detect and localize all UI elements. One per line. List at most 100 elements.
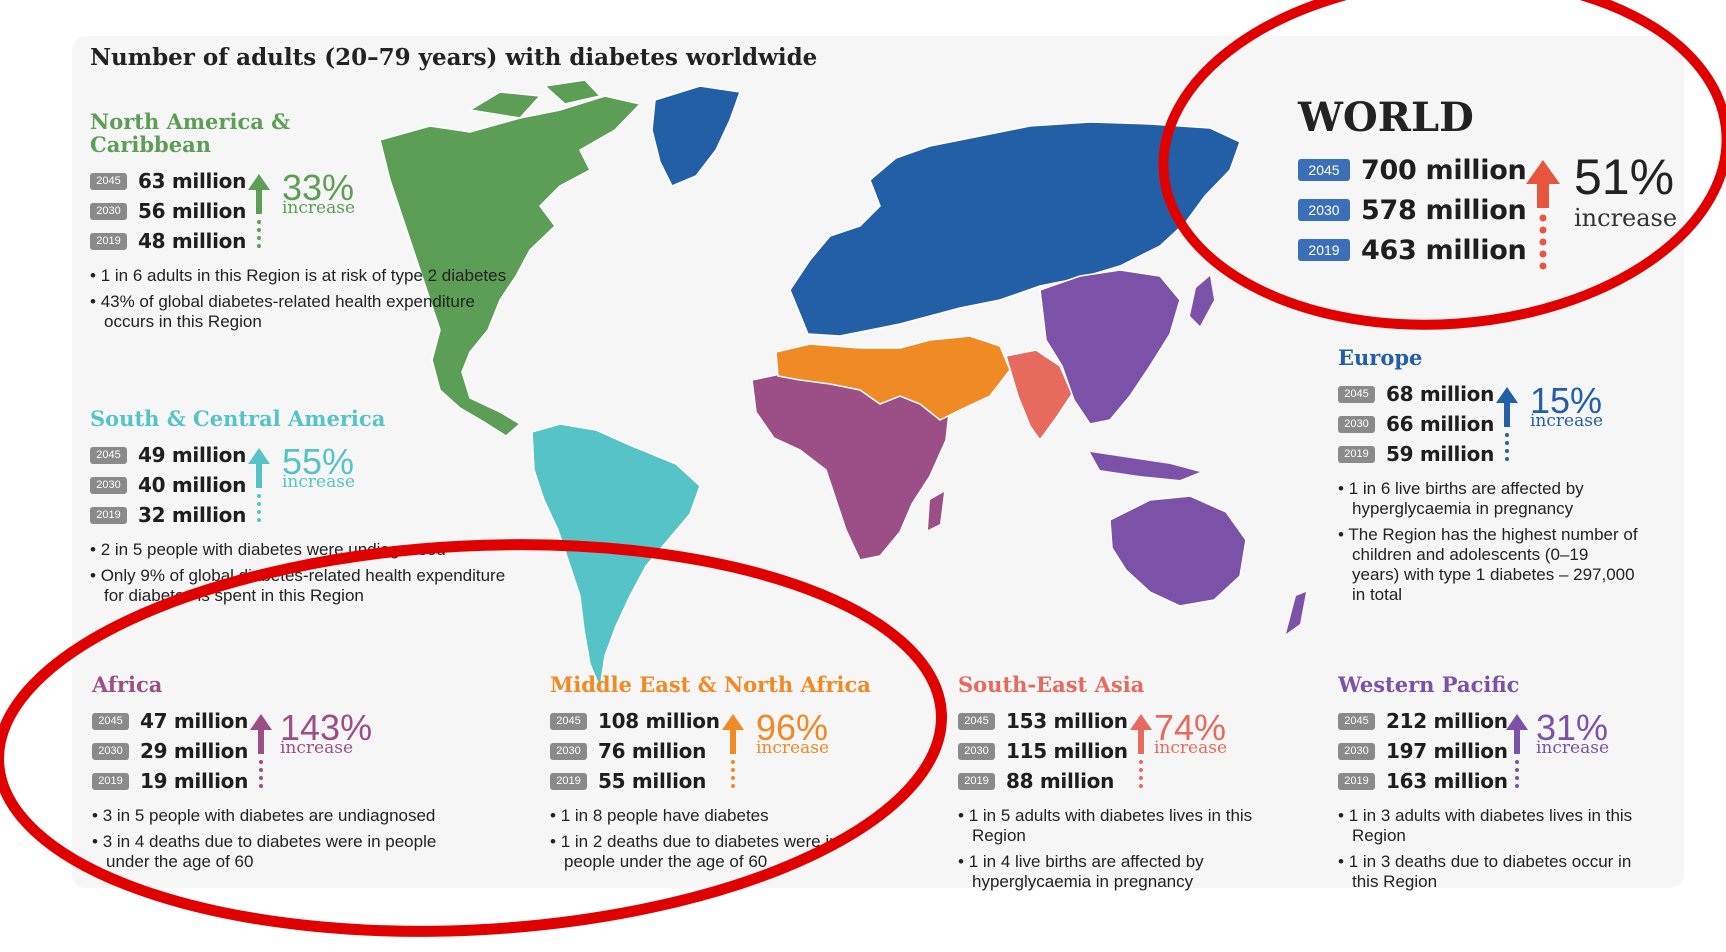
- year-badge: 2030: [92, 742, 129, 760]
- increase-arrow-icon: [248, 448, 270, 522]
- value-2019: 19 million: [140, 769, 249, 793]
- region-notes: 1 in 6 adults in this Region is at risk …: [90, 266, 510, 332]
- row-2045: 2045 153 million: [958, 706, 1288, 736]
- row-2030: 2030 66 million: [1338, 409, 1638, 439]
- year-badge: 2030: [1338, 742, 1375, 760]
- world-percent: 51%: [1574, 149, 1675, 205]
- region-notes: 1 in 3 adults with diabetes lives in thi…: [1338, 806, 1638, 892]
- map-indonesia: [1090, 452, 1200, 480]
- region-notes: 1 in 6 live births are affected by hyper…: [1338, 479, 1638, 605]
- value-2045: 49 million: [138, 443, 247, 467]
- world-summary: WORLD 2045 700 million 2030 578 million 20…: [1298, 96, 1698, 270]
- row-2019: 2019 19 million: [92, 766, 492, 796]
- row-2045: 2045 68 million: [1338, 379, 1638, 409]
- value-2030: 197 million: [1386, 739, 1508, 763]
- percent: 15%: [1530, 380, 1603, 421]
- value-2045: 63 million: [138, 169, 247, 193]
- value-2019: 48 million: [138, 229, 247, 253]
- region-name: North America & Caribbean: [90, 109, 291, 157]
- region-notes: 3 in 5 people with diabetes are undiagno…: [92, 806, 482, 872]
- row-2030: 2030 56 million: [90, 196, 530, 226]
- increase-label: increase: [1536, 738, 1610, 758]
- row-2030: 2030 115 million: [958, 736, 1288, 766]
- world-values: 2045 700 million 2030 578 million 2019 463 …: [1298, 150, 1698, 270]
- map-western-pacific: [1039, 269, 1181, 425]
- map-japan: [1190, 276, 1214, 326]
- region-notes: 1 in 8 people have diabetes 1 in 2 death…: [550, 806, 880, 872]
- value-2045: 212 million: [1386, 709, 1508, 733]
- year-badge: 2030: [958, 742, 995, 760]
- value-2019: 32 million: [138, 503, 247, 527]
- note: 1 in 2 deaths due to diabetes were in pe…: [550, 832, 880, 872]
- region-values: 2045 47 million 2030 29 million 2019 19 mil…: [92, 706, 492, 796]
- increase-arrow-icon: [1130, 714, 1152, 788]
- value-2019: 59 million: [1386, 442, 1495, 466]
- page-title: Number of adults (20–79 years) with diab…: [90, 44, 818, 71]
- world-row-2019: 2019 463 million: [1298, 230, 1698, 270]
- row-2045: 2045 63 million: [90, 166, 530, 196]
- year-badge: 2019: [550, 772, 587, 790]
- year-badge: 2045: [1298, 159, 1350, 181]
- note: 2 in 5 people with diabetes were undiagn…: [90, 540, 510, 560]
- value-2030: 40 million: [138, 473, 247, 497]
- world-increase-label: increase: [1574, 204, 1678, 232]
- region-europe: Europe 2045 68 million 2030 66 million 201…: [1338, 346, 1638, 611]
- world-value-2045: 700 million: [1361, 154, 1527, 186]
- year-badge: 2019: [1338, 445, 1375, 463]
- increase-label: increase: [1530, 411, 1604, 431]
- region-notes: 2 in 5 people with diabetes were undiagn…: [90, 540, 510, 606]
- year-badge: 2045: [92, 712, 129, 730]
- region-middle-east-north-africa: Middle East & North Africa 2045 108 milli…: [550, 673, 910, 878]
- value-2030: 66 million: [1386, 412, 1495, 436]
- region-north-america: North America & Caribbean 2045 63 million…: [90, 110, 530, 338]
- map-middle-east: [775, 335, 1011, 421]
- year-badge: 2045: [958, 712, 995, 730]
- world-value-2019: 463 million: [1361, 234, 1527, 266]
- region-name: South & Central America: [90, 406, 386, 431]
- increase-label: increase: [282, 198, 356, 218]
- row-2019: 2019 163 million: [1338, 766, 1668, 796]
- note: 3 in 4 deaths due to diabetes were in pe…: [92, 832, 482, 872]
- year-badge: 2030: [1298, 199, 1350, 221]
- world-title: WORLD: [1298, 94, 1474, 141]
- region-values: 2045 153 million 2030 115 million 2019 88 m…: [958, 706, 1288, 796]
- region-values: 2045 212 million 2030 197 million 2019 163 …: [1338, 706, 1668, 796]
- note: 1 in 5 adults with diabetes lives in thi…: [958, 806, 1268, 846]
- region-notes: 1 in 5 adults with diabetes lives in thi…: [958, 806, 1268, 892]
- percent: 74%: [1154, 707, 1227, 748]
- percent: 33%: [282, 167, 355, 208]
- map-south-america: [531, 423, 701, 691]
- value-2030: 76 million: [598, 739, 707, 763]
- year-badge: 2045: [1338, 385, 1375, 403]
- map-madagascar: [928, 492, 944, 530]
- region-values: 2045 49 million 2030 40 million 2019 32 mil…: [90, 440, 530, 530]
- year-badge: 2030: [90, 476, 127, 494]
- note: 1 in 6 adults in this Region is at risk …: [90, 266, 510, 286]
- row-2030: 2030 40 million: [90, 470, 530, 500]
- row-2019: 2019 59 million: [1338, 439, 1638, 469]
- note: 1 in 4 live births are affected by hyper…: [958, 852, 1268, 892]
- increase-label: increase: [756, 738, 830, 758]
- region-values: 2045 68 million 2030 66 million 2019 59 mil…: [1338, 379, 1638, 469]
- map-australia: [1109, 495, 1247, 607]
- increase-arrow-icon: [248, 174, 270, 248]
- region-western-pacific: Western Pacific 2045 212 million 2030 197 …: [1338, 673, 1668, 898]
- year-badge: 2019: [90, 232, 127, 250]
- note: 1 in 8 people have diabetes: [550, 806, 880, 826]
- year-badge: 2019: [1298, 239, 1350, 261]
- increase-arrow-icon: [1496, 387, 1518, 461]
- increase-arrow-icon: [250, 714, 272, 788]
- row-2045: 2045 212 million: [1338, 706, 1668, 736]
- region-name: Africa: [92, 672, 163, 697]
- note: 3 in 5 people with diabetes are undiagno…: [92, 806, 482, 826]
- year-badge: 2030: [90, 202, 127, 220]
- row-2045: 2045 49 million: [90, 440, 530, 470]
- row-2019: 2019 48 million: [90, 226, 530, 256]
- percent: 31%: [1536, 707, 1609, 748]
- note: 1 in 3 adults with diabetes lives in thi…: [1338, 806, 1638, 846]
- value-2019: 163 million: [1386, 769, 1508, 793]
- increase-label: increase: [1154, 738, 1228, 758]
- note: 43% of global diabetes-related health ex…: [90, 292, 510, 332]
- region-africa: Africa 2045 47 million 2030 29 million 201…: [92, 673, 492, 878]
- value-2019: 55 million: [598, 769, 707, 793]
